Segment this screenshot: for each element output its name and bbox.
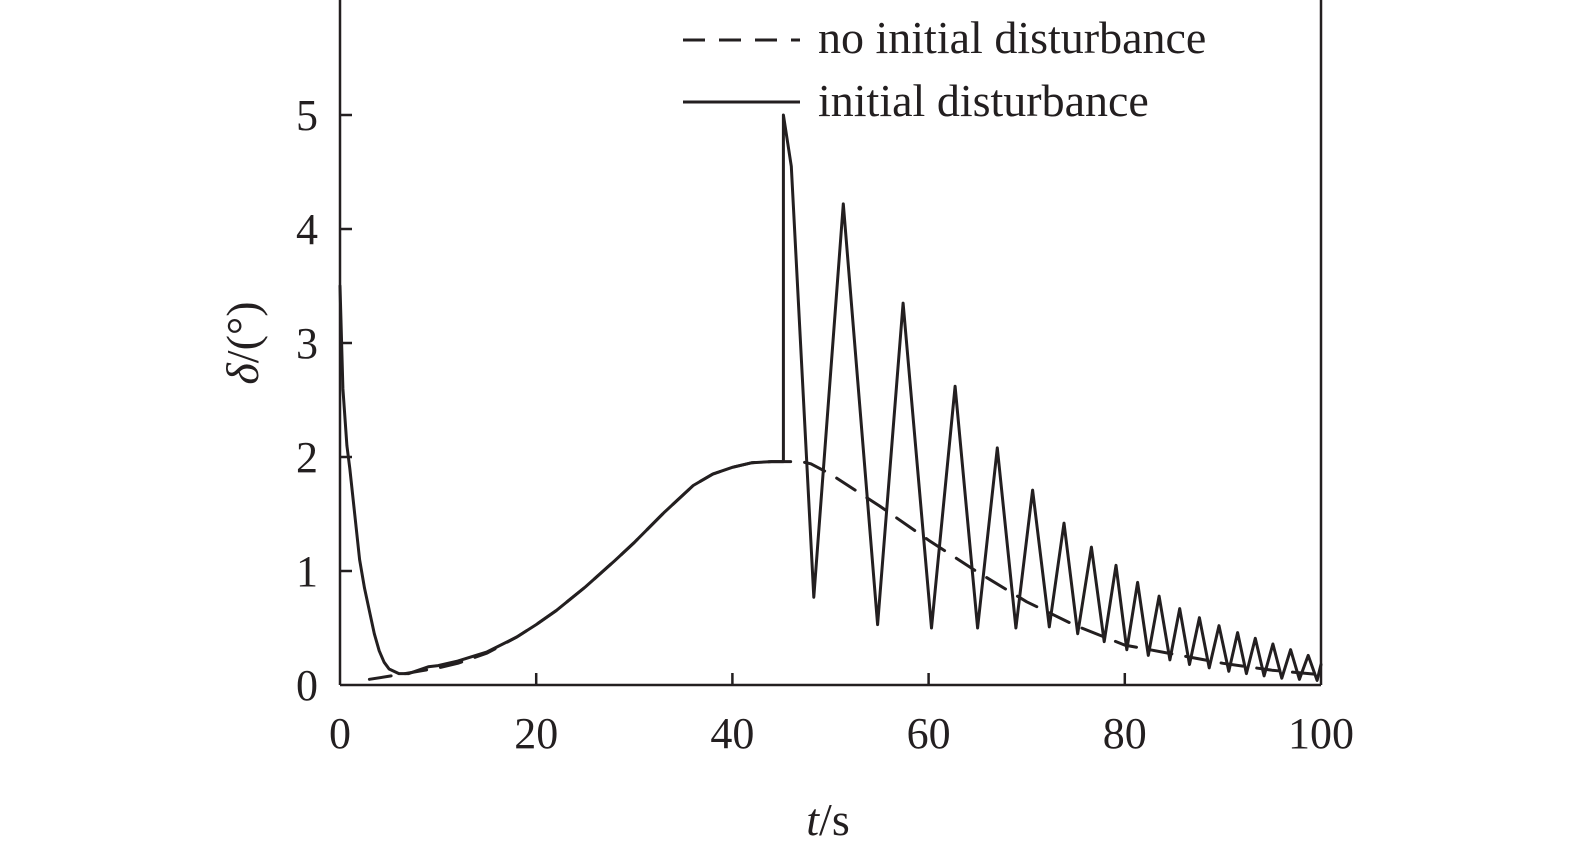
- y-ticks: 0 1 2 3 4 5: [296, 91, 352, 710]
- x-tick-label: 80: [1103, 709, 1147, 758]
- legend-label-disturbance: initial disturbance: [818, 75, 1149, 126]
- legend-label-no-disturbance: no initial disturbance: [818, 12, 1206, 63]
- y-tick-label: 0: [296, 661, 318, 710]
- x-axis-label: t/s: [806, 794, 849, 845]
- series-line-disturbance: [338, 113, 1323, 682]
- x-tick-label: 0: [329, 709, 351, 758]
- y-tick-label: 4: [296, 205, 318, 254]
- legend: no initial disturbance initial disturban…: [683, 12, 1206, 126]
- x-ticks: 0 20 40 60 80 100: [329, 673, 1354, 758]
- x-tick-label: 20: [514, 709, 558, 758]
- y-tick-label: 3: [296, 319, 318, 368]
- y-tick-label: 2: [296, 433, 318, 482]
- y-tick-label: 5: [296, 91, 318, 140]
- x-tick-label: 100: [1288, 709, 1354, 758]
- x-tick-label: 40: [710, 709, 754, 758]
- y-tick-label: 1: [296, 547, 318, 596]
- series-layer: [338, 113, 1323, 682]
- x-tick-label: 60: [907, 709, 951, 758]
- series-line-no-disturbance: [367, 460, 1323, 681]
- y-axis-label: δ/(°): [217, 301, 268, 384]
